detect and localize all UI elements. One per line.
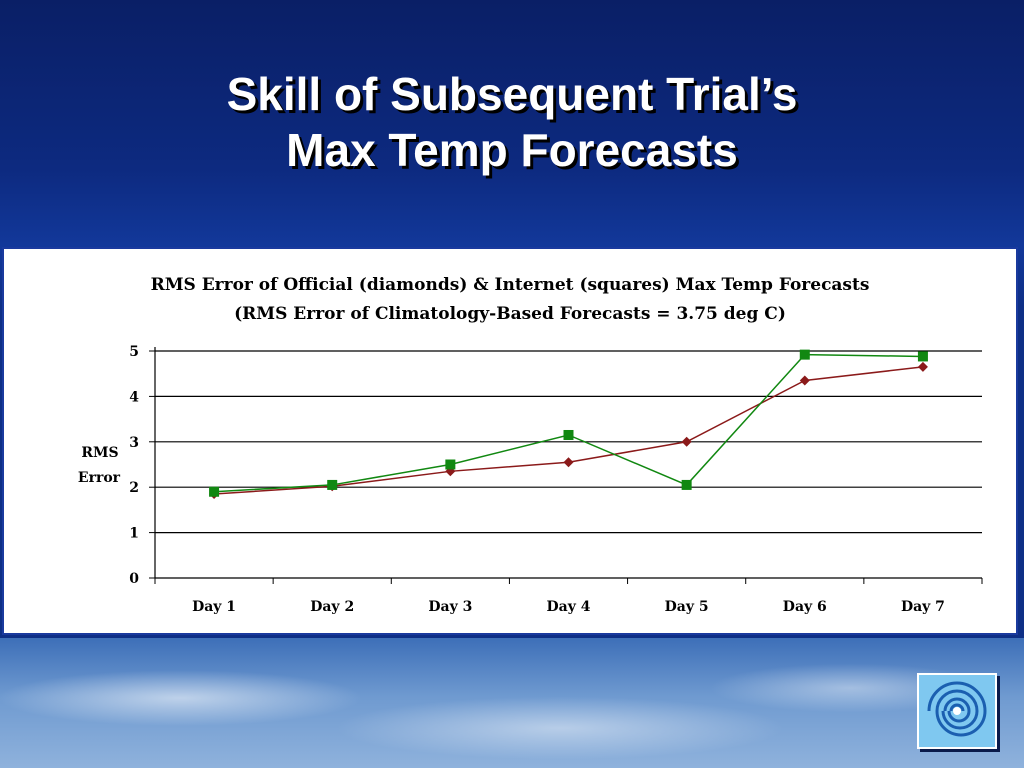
square-marker	[917, 351, 928, 362]
square-marker	[563, 429, 574, 440]
chart-title: RMS Error of Official (diamonds) & Inter…	[151, 275, 870, 295]
y-tick-label: 1	[129, 526, 139, 542]
square-marker	[209, 486, 220, 497]
diamond-marker	[563, 457, 574, 468]
diamond-marker	[799, 375, 810, 386]
x-tick-label: Day 2	[310, 599, 354, 615]
x-tick-label: Day 6	[783, 599, 827, 615]
slide-title-line-1: Skill of Subsequent Trial’s	[226, 68, 798, 120]
y-tick-label: 2	[129, 480, 139, 496]
x-tick-label: Day 1	[192, 599, 236, 615]
square-marker	[445, 459, 456, 470]
y-tick-label: 5	[129, 344, 139, 360]
series-line-square	[214, 353, 923, 493]
chart-subtitle: (RMS Error of Climatology-Based Forecast…	[234, 304, 786, 324]
slide-title: Skill of Subsequent Trial’s Max Temp For…	[0, 66, 1024, 178]
slide-title-line-2: Max Temp Forecasts	[286, 124, 738, 176]
sky-background	[0, 638, 1024, 768]
x-tick-label: Day 3	[428, 599, 472, 615]
square-marker	[799, 349, 810, 360]
diamond-marker	[681, 436, 692, 447]
y-tick-label: 3	[129, 435, 139, 451]
chart-panel: RMS Error of Official (diamonds) & Inter…	[2, 247, 1018, 635]
x-tick-label: Day 7	[901, 599, 945, 615]
y-tick-label: 0	[129, 571, 139, 587]
diamond-marker	[917, 361, 928, 372]
x-tick-label: Day 5	[665, 599, 709, 615]
square-marker	[681, 479, 692, 490]
y-axis-label-line-2: Error	[78, 470, 121, 486]
y-tick-label: 4	[129, 389, 139, 405]
x-tick-label: Day 4	[547, 599, 591, 615]
swirl-logo-icon	[917, 673, 997, 749]
square-marker	[327, 479, 338, 490]
y-axis-label-line-1: RMS	[81, 445, 118, 461]
